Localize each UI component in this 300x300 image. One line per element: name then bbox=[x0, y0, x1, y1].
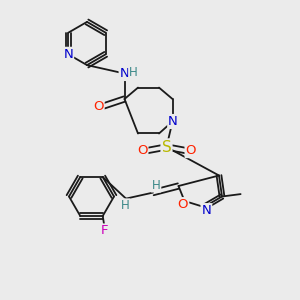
Text: N: N bbox=[168, 115, 178, 128]
Text: N: N bbox=[63, 48, 73, 61]
Text: O: O bbox=[185, 144, 196, 157]
Text: O: O bbox=[137, 144, 148, 157]
Text: N: N bbox=[120, 67, 129, 80]
Text: O: O bbox=[178, 198, 188, 211]
Text: O: O bbox=[93, 100, 104, 113]
Text: H: H bbox=[121, 199, 130, 212]
Text: H: H bbox=[152, 178, 160, 192]
Text: H: H bbox=[129, 66, 138, 79]
Text: N: N bbox=[202, 204, 211, 217]
Text: S: S bbox=[162, 140, 171, 154]
Text: F: F bbox=[100, 224, 108, 238]
